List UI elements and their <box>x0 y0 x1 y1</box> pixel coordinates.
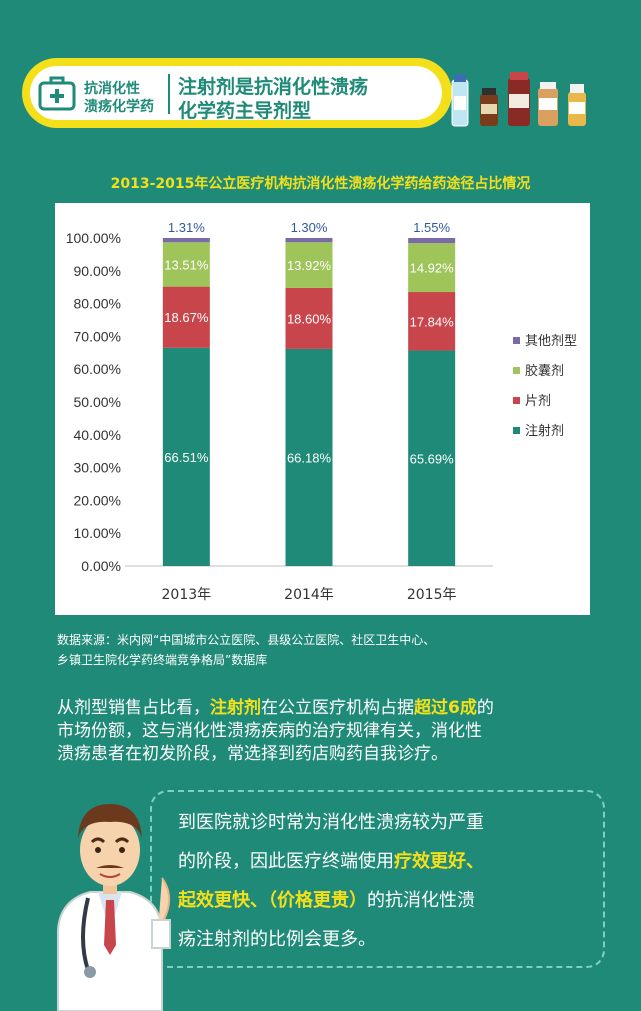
medicine-bottles-icon <box>451 72 586 127</box>
y-tick-label: 20.00% <box>74 492 121 508</box>
data-label: 66.18% <box>287 450 332 465</box>
data-source-line2: 乡镇卫生院化学药终端竞争格局”数据库 <box>57 653 268 667</box>
y-tick-label: 100.00% <box>66 230 121 246</box>
bar-segment <box>408 238 456 244</box>
paragraph-line2: 市场份额，这与消化性溃疡疾病的治疗规律有关，消化性 <box>57 721 482 741</box>
data-label: 18.67% <box>164 310 209 325</box>
y-tick-label: 70.00% <box>74 328 121 344</box>
header-divider <box>168 74 170 114</box>
legend-label: 片剂 <box>525 394 551 409</box>
paragraph-line1: 从剂型销售占比看，注射剂在公立医疗机构占据超过6成的 <box>57 697 597 720</box>
bubble-highlight: 起效更快、（价格更贵） <box>178 890 367 911</box>
bar-segment <box>285 287 333 349</box>
bar-segment <box>162 238 210 243</box>
y-tick-label: 0.00% <box>81 558 121 574</box>
legend-swatch <box>513 397 520 404</box>
doctor-illustration <box>57 804 171 1011</box>
legend-swatch <box>513 367 520 374</box>
page-title-line1: 注射剂是抗消化性溃疡 <box>178 76 369 98</box>
data-label: 17.84% <box>410 314 455 329</box>
data-source-line1: 数据来源：米内网“中国城市公立医院、县级公立医院、社区卫生中心、 <box>57 633 436 647</box>
page-title-line2: 化学药主导剂型 <box>178 100 312 122</box>
legend-label: 其他剂型 <box>525 334 577 349</box>
data-label: 14.92% <box>410 261 455 276</box>
x-tick-label: 2015年 <box>407 587 457 603</box>
medical-kit-icon <box>38 76 76 111</box>
paragraph-highlight: 超过6成 <box>414 698 477 718</box>
bar-segment <box>408 350 456 566</box>
bar-segment <box>162 347 210 566</box>
y-tick-label: 50.00% <box>74 394 121 410</box>
y-tick-label: 40.00% <box>74 427 121 443</box>
data-label: 65.69% <box>410 451 455 466</box>
data-label: 18.60% <box>287 311 332 326</box>
bubble-text: 的阶段，因此医疗终端使用 <box>178 851 394 872</box>
legend-label: 注射剂 <box>525 423 564 439</box>
y-tick-label: 80.00% <box>74 296 121 312</box>
data-label: 1.30% <box>291 220 328 235</box>
data-label: 1.55% <box>413 220 450 235</box>
paragraph-highlight: 注射剂 <box>210 698 261 718</box>
legend-label: 胶囊剂 <box>525 363 564 379</box>
data-label: 1.31% <box>168 220 205 235</box>
speech-bubble <box>150 790 605 968</box>
bar-segment <box>162 242 210 287</box>
chart-panel: 0.00% 10.00% 20.00% 30.00% 40.00% 50.00% 60.00… <box>55 203 590 615</box>
y-tick-label: 30.00% <box>74 460 121 476</box>
paragraph-text: 从剂型销售占比看， <box>57 698 210 718</box>
data-label: 66.51% <box>164 450 209 465</box>
legend-swatch <box>513 427 520 434</box>
bar-segment <box>408 243 456 293</box>
bubble-line4: 疡注射剂的比例会更多。 <box>178 929 376 950</box>
x-tick-label: 2014年 <box>284 587 334 603</box>
paragraph-text: 在公立医疗机构占据 <box>261 698 414 718</box>
header-banner-inner <box>30 66 442 120</box>
y-tick-label: 90.00% <box>74 263 121 279</box>
bubble-line1: 到医院就诊时常为消化性溃疡较为严重 <box>178 812 484 833</box>
bar-segment <box>162 286 210 348</box>
bar-segment <box>285 242 333 288</box>
chart-title: 2013-2015年公立医疗机构抗消化性溃疡化学药给药途径占比情况 <box>110 176 531 192</box>
bubble-highlight: 疗效更好、 <box>394 851 484 872</box>
data-label: 13.51% <box>164 257 209 272</box>
paragraph-text: 的 <box>476 698 494 718</box>
bar-segment <box>285 238 333 243</box>
legend-swatch <box>513 337 520 344</box>
bubble-line3: 起效更快、（价格更贵）的抗消化性溃 <box>178 886 475 912</box>
bar-segment <box>408 292 456 351</box>
category-label-line1: 抗消化性 <box>84 81 140 97</box>
x-tick-label: 2013年 <box>162 587 212 603</box>
paragraph-line3: 溃疡患者在初发阶段，常选择到药店购药自我诊疗。 <box>57 744 448 764</box>
data-label: 13.92% <box>287 258 332 273</box>
y-tick-label: 10.00% <box>74 525 121 541</box>
y-tick-label: 60.00% <box>74 361 121 377</box>
bubble-text: 的抗消化性溃 <box>367 890 475 911</box>
stacked-bar-chart: 0.00% 10.00% 20.00% 30.00% 40.00% 50.00% 60.00… <box>66 220 577 603</box>
category-label-line2: 溃疡化学药 <box>84 99 154 115</box>
bar-segment <box>285 348 333 566</box>
bubble-line2: 的阶段，因此医疗终端使用疗效更好、 <box>178 847 484 873</box>
